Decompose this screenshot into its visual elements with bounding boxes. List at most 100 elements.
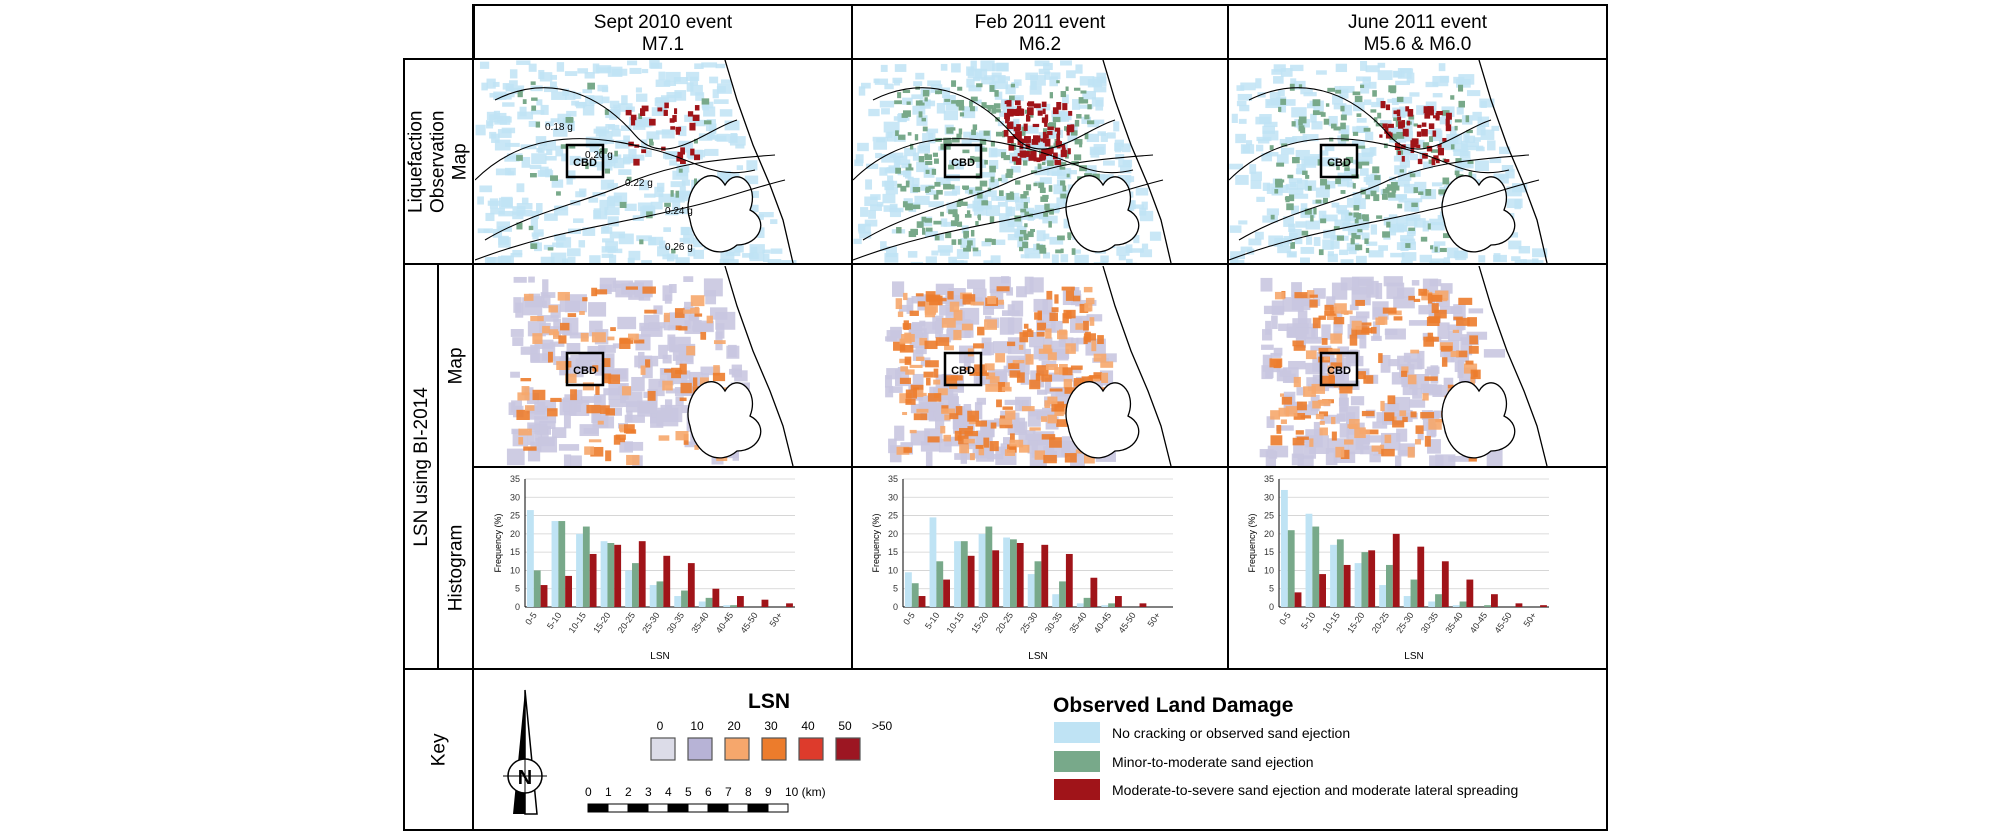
green-patch	[1027, 231, 1034, 238]
lsn-low-patch	[1050, 320, 1063, 333]
green-patch	[998, 177, 1002, 182]
lsn-high-patch	[964, 430, 979, 437]
green-patch	[1023, 191, 1029, 196]
blue-patch	[720, 251, 735, 261]
blue-patch	[1478, 255, 1486, 263]
blue-patch	[1457, 158, 1471, 168]
histogram-bar	[1343, 564, 1351, 607]
y-tick-label: 15	[510, 547, 520, 557]
histogram-bar	[632, 563, 639, 607]
lsn-low-patch	[1396, 412, 1418, 420]
histogram-bar	[551, 521, 559, 607]
green-patch	[1450, 144, 1455, 150]
lsn-low-patch	[569, 399, 590, 416]
lsn-high-patch	[1401, 366, 1409, 373]
red-patch	[641, 149, 647, 154]
lsn-high-patch	[1467, 317, 1477, 327]
green-patch	[1413, 123, 1418, 127]
green-patch	[1073, 87, 1081, 91]
blue-patch	[885, 186, 898, 195]
red-patch	[1407, 108, 1414, 117]
lsn-high-patch	[1331, 416, 1336, 425]
green-patch	[649, 141, 654, 146]
green-patch	[1022, 160, 1028, 166]
blue-patch	[1399, 160, 1411, 168]
column-header-3: June 2011 event M5.6 & M6.0	[1347, 12, 1488, 55]
green-patch	[908, 163, 912, 169]
lsn-low-patch	[564, 294, 587, 313]
blue-patch	[1086, 133, 1100, 143]
blue-patch	[1010, 166, 1021, 173]
blue-patch	[1007, 233, 1020, 241]
lsn-high-patch	[1009, 439, 1024, 448]
red-patch	[1042, 108, 1046, 115]
green-patch	[1057, 235, 1065, 241]
y-tick-label: 35	[1264, 474, 1274, 484]
green-patch	[1434, 246, 1438, 253]
blue-patch	[895, 159, 911, 165]
lsn-swatch	[761, 737, 787, 761]
red-patch	[1007, 136, 1014, 144]
green-patch	[894, 100, 902, 105]
green-patch	[1323, 197, 1328, 204]
north-label: N	[518, 767, 532, 789]
lsn-low-patch	[1002, 437, 1011, 445]
red-patch	[1022, 138, 1029, 144]
lsn-high-patch	[1431, 303, 1439, 313]
blue-patch	[1250, 180, 1262, 189]
blue-patch	[1122, 160, 1131, 166]
lsn-high-patch	[1344, 439, 1354, 445]
lsn-low-patch	[1443, 377, 1454, 386]
blue-patch	[1339, 88, 1349, 99]
lsn-low-patch	[640, 326, 663, 337]
lsn-high-patch	[1371, 445, 1382, 452]
green-patch	[1386, 184, 1393, 191]
lsn-high-patch	[959, 444, 970, 454]
blue-patch	[642, 205, 655, 215]
blue-patch	[1380, 120, 1392, 127]
histogram-bar	[911, 583, 919, 607]
green-patch	[522, 99, 527, 105]
lsn-high-patch	[640, 365, 646, 375]
green-patch	[1298, 84, 1303, 89]
blue-patch	[1042, 215, 1058, 224]
blue-patch	[582, 89, 593, 94]
blue-patch	[991, 72, 1002, 78]
histogram-bar	[1016, 543, 1024, 607]
lsn-high-patch	[924, 301, 938, 313]
lsn-low-patch	[946, 329, 959, 340]
red-patch	[1015, 111, 1020, 116]
lsn-high-patch	[1101, 372, 1109, 383]
green-patch	[1325, 184, 1331, 190]
green-patch	[895, 167, 901, 174]
blue-patch	[1414, 181, 1427, 193]
red-patch	[1433, 155, 1439, 161]
green-patch	[982, 200, 987, 204]
blue-patch	[1246, 140, 1253, 146]
green-patch	[1354, 218, 1359, 224]
lsn-low-patch	[1407, 358, 1423, 370]
green-patch	[954, 214, 960, 221]
red-patch	[675, 129, 680, 135]
red-patch	[1047, 130, 1053, 136]
green-patch	[1087, 104, 1092, 110]
green-patch	[943, 183, 952, 190]
red-patch	[1066, 124, 1072, 130]
blue-patch	[997, 120, 1005, 127]
blue-patch	[1288, 178, 1303, 184]
lsn-high-patch	[1319, 411, 1329, 417]
lsn-high-patch	[1453, 316, 1463, 320]
lsn-high-patch	[1381, 448, 1395, 457]
lsn-high-patch	[913, 389, 924, 398]
lsn-high-patch	[591, 332, 606, 343]
lsn-low-patch	[1266, 416, 1275, 428]
green-patch	[1030, 228, 1035, 233]
histogram-bar	[1052, 594, 1060, 607]
lsn-high-patch	[1431, 294, 1443, 302]
blue-patch	[1368, 250, 1384, 258]
histogram-bar	[600, 541, 608, 607]
blue-patch	[602, 238, 615, 243]
lsn-high-patch	[628, 333, 639, 341]
estuary	[1065, 381, 1140, 459]
lsn-low-patch	[1033, 298, 1048, 312]
